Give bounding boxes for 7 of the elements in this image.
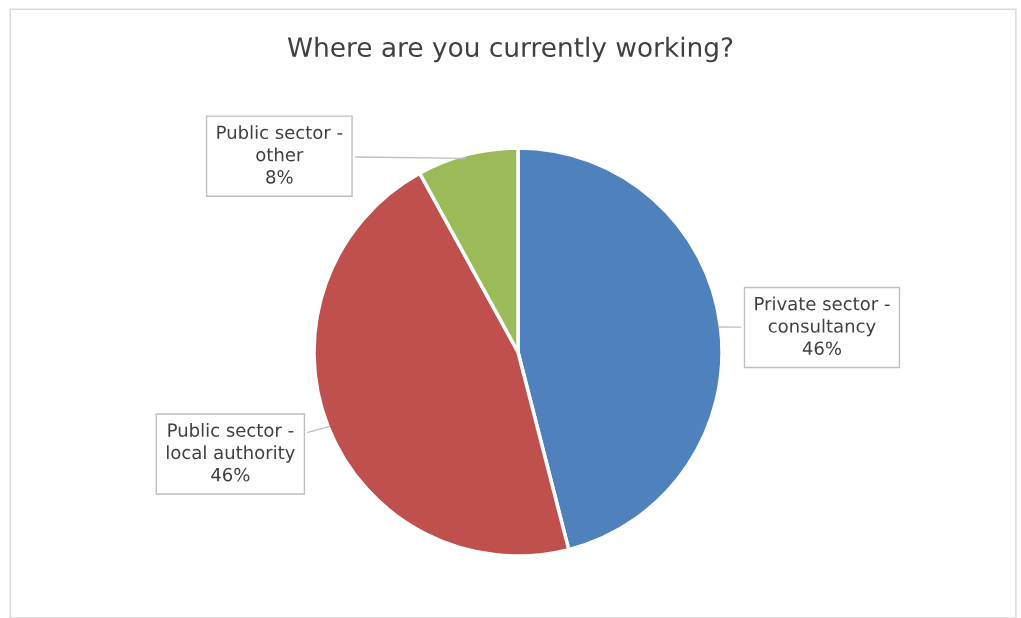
data-label: 8% (266, 170, 293, 184)
slice-label: Public sector - other (217, 125, 343, 162)
data-label: 46% (211, 467, 250, 482)
data-label: 46% (802, 341, 842, 356)
chart-title: Where are you currently working? (287, 36, 733, 63)
slice-label: Private sector - consultancy (755, 296, 890, 337)
slice-label: Public sector - local authority (167, 422, 295, 463)
